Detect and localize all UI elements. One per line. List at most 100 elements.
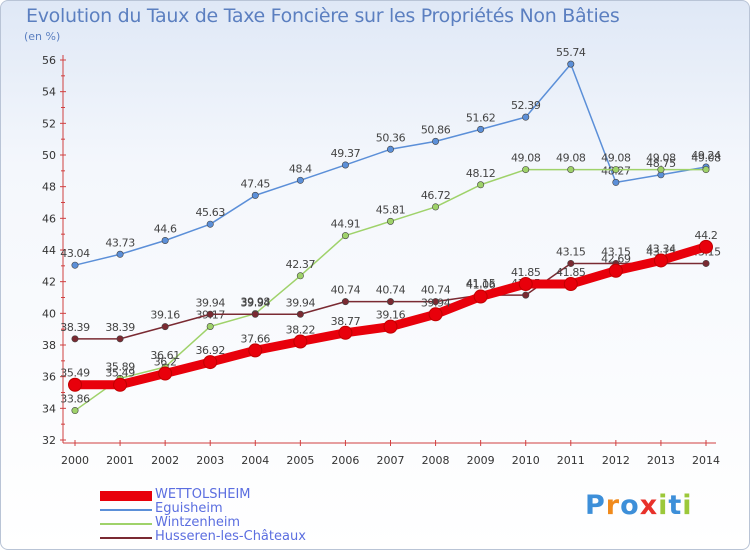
data-label: 43.15	[601, 245, 631, 258]
data-label: 33.86	[60, 393, 90, 406]
data-label: 52.39	[511, 99, 541, 112]
logo-letter: i	[682, 490, 693, 521]
x-tick-label: 2012	[602, 454, 630, 467]
chart-title: Evolution du Taux de Taxe Foncière sur l…	[26, 5, 620, 27]
x-tick-label: 2011	[557, 454, 585, 467]
data-label: 49.08	[556, 152, 586, 165]
data-label: 39.94	[195, 296, 225, 309]
data-label: 47.45	[241, 177, 271, 190]
data-point	[612, 166, 620, 174]
data-point	[653, 253, 668, 268]
legend-label: Wintzenheim	[155, 515, 241, 530]
data-label: 36.2	[154, 356, 177, 369]
data-label: 55.74	[556, 46, 586, 59]
data-point	[158, 366, 173, 381]
x-tick-label: 2006	[331, 454, 359, 467]
logo-letter: r	[605, 490, 621, 521]
data-label: 41.06	[466, 279, 496, 292]
y-tick-label: 36	[42, 371, 56, 384]
data-label: 51.62	[466, 111, 496, 124]
data-point	[71, 335, 79, 343]
data-point	[251, 191, 259, 199]
data-point	[338, 325, 353, 340]
data-label: 43.15	[556, 245, 586, 258]
data-label: 49.24	[691, 149, 721, 162]
x-tick-label: 2003	[196, 454, 224, 467]
data-point	[702, 166, 710, 174]
data-label: 44.2	[695, 229, 718, 242]
data-point	[116, 250, 124, 258]
data-label: 49.08	[691, 152, 721, 165]
data-point	[386, 298, 394, 306]
data-point	[71, 407, 79, 415]
data-label: 43.73	[105, 236, 135, 249]
logo-letter: t	[668, 490, 683, 521]
data-label: 46.72	[421, 189, 451, 202]
data-point	[522, 291, 530, 299]
data-label: 35.89	[105, 360, 135, 373]
data-point	[68, 377, 82, 392]
y-tick-label: 50	[42, 149, 56, 162]
data-label: 38.39	[105, 321, 135, 334]
data-point	[341, 298, 349, 306]
data-label: 35.49	[105, 367, 135, 380]
data-point	[477, 181, 485, 189]
data-label: 44.91	[331, 218, 361, 231]
data-point	[432, 298, 440, 306]
data-point	[657, 166, 665, 174]
x-tick-label: 2013	[647, 454, 675, 467]
logo-letter: o	[620, 490, 640, 521]
logo-letter: x	[639, 490, 659, 521]
data-label: 35.49	[60, 367, 90, 380]
data-point	[116, 335, 124, 343]
y-tick-label: 54	[42, 86, 56, 99]
data-label: 48.4	[289, 162, 312, 175]
y-tick-label: 38	[42, 339, 56, 352]
data-label: 50.86	[421, 123, 451, 136]
data-point	[383, 319, 398, 334]
data-point	[113, 377, 128, 392]
legend-label: WETTOLSHEIM	[155, 487, 251, 502]
y-tick-label: 42	[42, 276, 56, 289]
legend-swatch-husseren	[100, 537, 152, 539]
data-label: 39.16	[150, 309, 180, 322]
data-label: 42.37	[286, 258, 316, 271]
data-point	[522, 113, 530, 121]
proxiti-logo: Proxiti	[585, 490, 693, 521]
y-tick-label: 46	[42, 212, 56, 225]
unit-label: (en %)	[24, 30, 61, 43]
data-point	[612, 178, 620, 186]
data-point	[702, 259, 710, 267]
y-tick-label: 40	[42, 307, 56, 320]
data-label: 36.61	[150, 349, 180, 362]
data-point	[341, 161, 349, 169]
legend-label: Husseren-les-Châteaux	[155, 529, 306, 544]
data-label: 43.34	[646, 242, 676, 255]
legend-swatch-wintzenheim	[100, 523, 152, 525]
data-label: 45.63	[195, 206, 225, 219]
data-point	[567, 259, 575, 267]
data-point	[341, 232, 349, 240]
data-point	[248, 343, 263, 358]
y-tick-label: 44	[42, 244, 56, 257]
y-tick-label: 32	[42, 434, 56, 447]
logo-letter: i	[658, 490, 669, 521]
data-point	[203, 355, 218, 370]
data-point	[608, 263, 623, 278]
x-tick-label: 2002	[151, 454, 179, 467]
data-label: 41.15	[466, 277, 496, 290]
data-point	[428, 307, 443, 322]
y-tick-label: 34	[42, 402, 56, 415]
data-label: 40.74	[331, 284, 361, 297]
data-label: 41.85	[511, 266, 541, 279]
data-label: 39.16	[376, 309, 406, 322]
data-point	[296, 310, 304, 318]
y-tick-label: 52	[42, 117, 56, 130]
x-tick-label: 2007	[377, 454, 405, 467]
data-label: 38.39	[60, 321, 90, 334]
data-point	[567, 60, 575, 68]
data-label: 39.94	[286, 296, 316, 309]
data-label: 45.81	[376, 203, 406, 216]
